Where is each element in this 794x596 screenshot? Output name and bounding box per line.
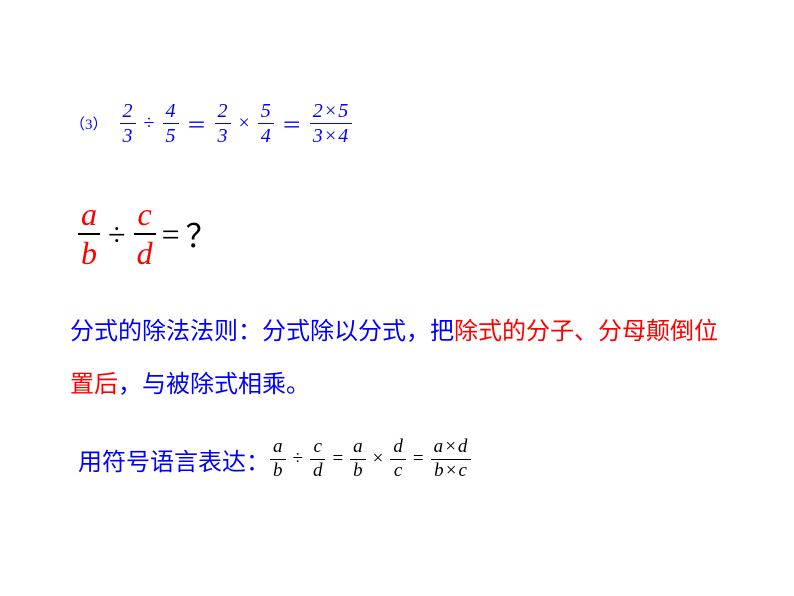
equals-op: ＝ (187, 109, 207, 138)
frac-a-b: a b (78, 197, 100, 271)
general-question: a b ÷ c d = ？ (78, 197, 734, 271)
example-3-row: （3） 2 3 ÷ 4 5 ＝ 2 3 × 5 4 (70, 100, 734, 147)
frac-c-d-2: c d (310, 437, 326, 482)
frac-2-3b: 2 3 (215, 100, 231, 147)
equals-op-2: ＝ (282, 109, 302, 138)
frac-c-d: c d (134, 197, 156, 271)
slide-content: （3） 2 3 ÷ 4 5 ＝ 2 3 × 5 4 (70, 100, 734, 482)
rule-part-1: 分式的除法法则：分式除以分式，把 (70, 319, 454, 345)
divide-op-2: ÷ (108, 216, 126, 253)
frac-ad-bc: a×d b×c (431, 437, 472, 482)
frac-4-5: 4 5 (163, 100, 179, 147)
divide-op: ÷ (144, 112, 155, 135)
frac-a-b-2: a b (270, 437, 286, 482)
equation-1: 2 3 ÷ 4 5 ＝ 2 3 × 5 4 ＝ (120, 100, 353, 147)
question-mark: ？ (186, 211, 218, 257)
frac-d-c: d c (390, 437, 406, 482)
equation-3: a b ÷ c d = a b × d c = (270, 437, 471, 482)
frac-a-b-3: a b (350, 437, 366, 482)
division-rule-text: 分式的除法法则：分式除以分式，把除式的分子、分母颠倒位置后，与被除式相乘。 (70, 306, 734, 412)
equals-op-3: = (162, 216, 180, 253)
frac-result: 2×5 3×4 (310, 100, 353, 147)
frac-5-4: 5 4 (258, 100, 274, 147)
symbolic-label: 用符号语言表达： (78, 442, 270, 477)
equals-op-5: = (413, 448, 424, 470)
divide-op-3: ÷ (293, 448, 303, 470)
symbolic-row: 用符号语言表达： a b ÷ c d = a b × d (78, 437, 734, 482)
times-op: × (239, 112, 250, 135)
frac-2-3: 2 3 (120, 100, 136, 147)
rule-part-3: ，与被除式相乘。 (118, 372, 310, 398)
item-number-3: （3） (70, 113, 108, 134)
equals-op-4: = (332, 448, 343, 470)
times-op-2: × (373, 448, 384, 470)
